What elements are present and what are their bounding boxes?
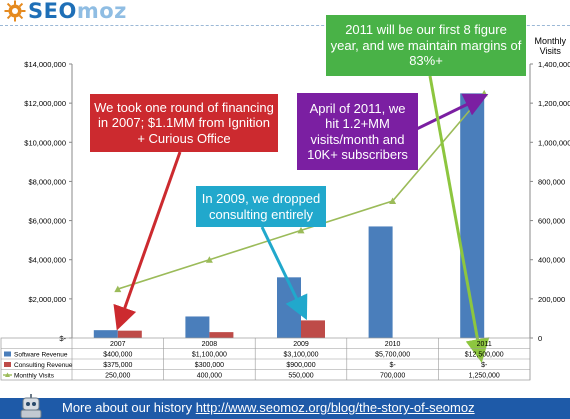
category-label: 2008 bbox=[202, 341, 218, 348]
callout-financing-2007: We took one round of financing in 2007; … bbox=[90, 94, 278, 152]
data-label: $900,000 bbox=[286, 362, 315, 369]
logo-seo: SEO bbox=[28, 0, 77, 23]
data-label: 250,000 bbox=[105, 373, 130, 380]
header-divider bbox=[0, 25, 570, 26]
point-monthly-visits bbox=[297, 226, 305, 234]
footer-bar: More about our history http://www.seomoz… bbox=[0, 398, 570, 419]
arrow-2009 bbox=[260, 226, 308, 321]
legend-label: Software Revenue bbox=[14, 352, 68, 359]
data-label: $12,500,000 bbox=[465, 352, 504, 359]
left-tick-label: $12,000,000 bbox=[24, 99, 66, 108]
data-label: $- bbox=[481, 362, 488, 369]
data-label: 550,000 bbox=[288, 373, 313, 380]
point-monthly-visits bbox=[389, 197, 397, 204]
arrow-financing bbox=[113, 151, 182, 331]
right-axis-title: Monthly Visits bbox=[534, 36, 566, 56]
data-label: $400,000 bbox=[103, 352, 132, 359]
right-tick-label: 1,000,000 bbox=[538, 138, 570, 147]
footer-text: More about our history http://www.seomoz… bbox=[62, 400, 475, 415]
bar-software-revenue bbox=[185, 316, 210, 338]
right-axis-title-line2: Visits bbox=[539, 46, 561, 56]
legend-key-marker bbox=[5, 372, 10, 377]
bar-consulting-revenue bbox=[209, 332, 234, 338]
right-tick-label: 400,000 bbox=[538, 256, 565, 265]
data-label: 1,250,000 bbox=[469, 373, 500, 380]
legend-key-software-revenue bbox=[4, 351, 11, 357]
bar-software-revenue bbox=[277, 277, 301, 338]
right-tick-label: 200,000 bbox=[538, 295, 565, 304]
data-label: $3,100,000 bbox=[283, 352, 318, 359]
bar-software-revenue bbox=[93, 330, 118, 338]
logo-moz: moz bbox=[76, 0, 127, 23]
logo[interactable]: SEOmoz bbox=[4, 0, 127, 23]
left-tick-label: $- bbox=[59, 334, 66, 343]
left-tick-label: $8,000,000 bbox=[28, 177, 66, 186]
point-monthly-visits bbox=[480, 89, 488, 97]
bar-consulting-revenue bbox=[117, 330, 142, 338]
left-tick-label: $10,000,000 bbox=[24, 138, 66, 147]
robot-icon bbox=[20, 394, 42, 419]
callout-2009-consulting: In 2009, we dropped consulting entirely bbox=[196, 186, 326, 227]
bar-software-revenue bbox=[368, 226, 393, 338]
legend-label: Consulting Revenue bbox=[14, 362, 73, 369]
left-tick-label: $4,000,000 bbox=[28, 256, 66, 265]
footer-label: More about our history bbox=[62, 400, 193, 415]
right-tick-label: 1,400,000 bbox=[538, 60, 570, 69]
right-tick-label: 1,200,000 bbox=[538, 99, 570, 108]
category-label: 2011 bbox=[477, 341, 492, 348]
arrow-2011-green bbox=[428, 75, 490, 363]
sun-gear-icon bbox=[4, 0, 26, 22]
callout-april-2011-visits: April of 2011, we hit 1.2+MM visits/mont… bbox=[297, 93, 418, 170]
data-label: 700,000 bbox=[380, 373, 405, 380]
revenue-visits-chart: $- $2,000,000 $4,000,000 $6,000,000 $8,000,0… bbox=[0, 60, 570, 381]
data-label: $375,000 bbox=[103, 362, 132, 369]
left-tick-label: $2,000,000 bbox=[28, 295, 66, 304]
callout-2011-eight-figure: 2011 will be our first 8 figure year, an… bbox=[326, 15, 526, 76]
category-label: 2010 bbox=[385, 341, 401, 348]
bar-consulting-revenue bbox=[301, 320, 325, 338]
bar-software-revenue bbox=[460, 93, 485, 338]
category-label: 2007 bbox=[110, 341, 126, 348]
data-label: $1,100,000 bbox=[192, 352, 227, 359]
data-label: $5,700,000 bbox=[375, 352, 410, 359]
logo-wordmark: SEOmoz bbox=[28, 0, 127, 23]
right-tick-label: 800,000 bbox=[538, 177, 565, 186]
legend-key-consulting-revenue bbox=[4, 362, 11, 367]
point-monthly-visits bbox=[114, 285, 122, 293]
left-tick-label: $14,000,000 bbox=[24, 60, 66, 69]
category-label: 2009 bbox=[293, 341, 309, 348]
data-label: 400,000 bbox=[197, 373, 222, 380]
right-tick-label: 0 bbox=[538, 334, 542, 343]
point-monthly-visits bbox=[205, 256, 213, 263]
legend-label: Monthly Visits bbox=[14, 373, 55, 380]
left-tick-label: $6,000,000 bbox=[28, 217, 66, 226]
right-axis-title-line1: Monthly bbox=[534, 36, 566, 46]
data-label: $300,000 bbox=[195, 362, 224, 369]
history-link[interactable]: http://www.seomoz.org/blog/the-story-of-… bbox=[195, 400, 475, 415]
data-label: $- bbox=[389, 362, 396, 369]
right-tick-label: 600,000 bbox=[538, 217, 565, 226]
